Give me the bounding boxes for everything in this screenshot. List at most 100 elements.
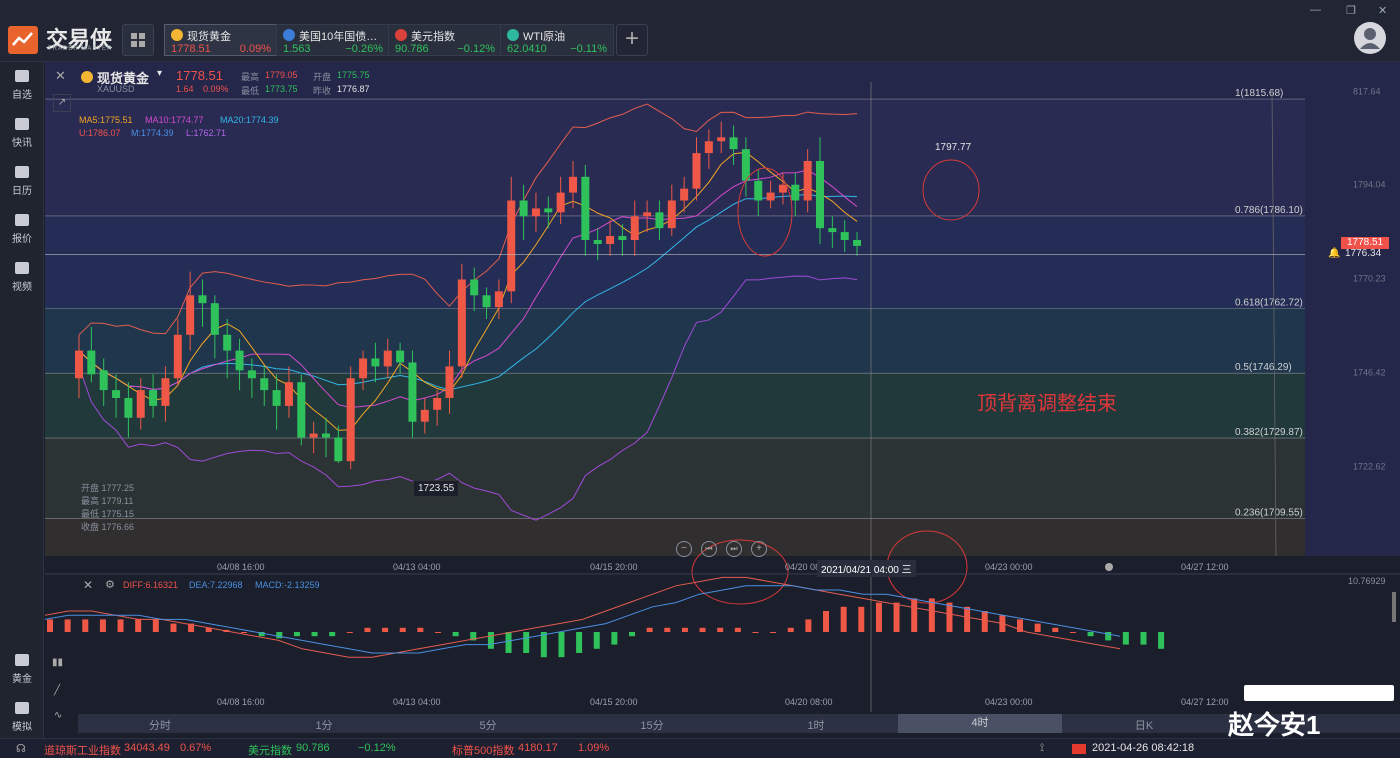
candle-body [778,184,787,193]
macd-bar [470,632,477,641]
boll-l-label: L:1762.71 [186,128,227,138]
macd-bar [893,602,900,632]
sidebar-item-3[interactable]: 报价 [0,214,44,245]
sidebar-item-0[interactable]: 自选 [0,70,44,101]
watermark-text: 赵今安1 [1228,710,1321,740]
diagonal-line [1271,89,1277,557]
ma20-line [78,193,858,391]
candle-body [507,200,516,292]
sidebar-bottom-item-0[interactable]: 黄金 [0,654,44,685]
draw-tool-icon[interactable]: ↗ [53,94,71,112]
macd-diff-label: DIFF:6.16321 [123,580,179,590]
high-label: 最高 [241,72,260,82]
zoom-out-button[interactable]: − [676,541,692,557]
headset-icon[interactable]: ☊ [16,743,26,755]
candle-body [173,334,182,379]
macd-value-label: MACD:-2.13259 [255,580,320,590]
ohlc-high: 最高 1779.11 [81,496,134,506]
ma10-line [78,169,858,408]
oil-barrel-icon [507,29,519,41]
fib-band [45,99,1305,216]
layout-grid-button[interactable] [122,24,154,56]
indicator-icon[interactable]: ▮▮ [52,657,64,668]
period-6[interactable]: 日K [1134,720,1154,732]
period-selector: 分时 1分 5分 15分 1时 4时 日K [78,714,1400,733]
add-tab-button[interactable]: + [616,24,648,56]
tab-1[interactable]: 美国10年国债… 1.563 −0.26% [276,24,390,56]
close-macd-icon[interactable]: ✕ [83,578,94,592]
fib-label: 0.618(1762.72) [1235,297,1303,308]
high-value: 1779.05 [265,70,298,80]
macd-dea-label: DEA:7.22968 [189,580,243,590]
ma10-label: MA10:1774.77 [145,115,204,125]
chart-canvas[interactable]: 1(1815.68) 0.786(1786.10) 0.618(1762.72) 0.… [45,62,1400,736]
wave-icon[interactable]: ∿ [54,710,63,721]
close-window-icon[interactable]: ✕ [1378,5,1388,17]
fib-label: 0.786(1786.10) [1235,205,1303,216]
macd-bar [258,632,265,637]
candle-body [840,232,849,240]
line-chart-icon [15,214,29,226]
macd-bar [875,602,882,632]
close-chart-icon[interactable]: ✕ [55,68,66,83]
sp-name[interactable]: 标普500指数 [452,745,515,757]
macd-scrollbar [1392,592,1396,622]
period-4[interactable]: 1时 [807,720,825,732]
period-3[interactable]: 15分 [640,720,664,732]
candle-body [445,366,454,398]
sidebar-item-4[interactable]: 视频 [0,262,44,293]
candle-body [223,334,232,351]
chevron-down-icon[interactable]: ▾ [157,68,163,79]
period-0[interactable]: 分时 [149,720,171,732]
app-logo-icon [8,26,38,54]
candle-body [494,291,503,308]
price-axis-label: 1722.62 [1353,462,1386,472]
candle-body [470,279,479,296]
candle-body [99,370,108,391]
candle-body [680,188,689,201]
bid-price-tag: 1776.34 [1345,248,1382,259]
sidebar-item-1[interactable]: 快讯 [0,118,44,149]
maximize-icon[interactable]: ❐ [1346,5,1356,17]
instrument-name[interactable]: 现货黄金 [97,71,150,86]
tab-0[interactable]: 现货黄金 1778.51 0.09% [164,24,278,56]
macd-bar [1140,632,1147,645]
price-axis-label: 817.64 [1353,86,1381,96]
candle-body [297,382,306,438]
usd-name[interactable]: 美元指数 [248,745,292,757]
tab-price: 62.0410 [507,43,547,55]
alert-bell-icon[interactable]: 🔔 [1328,248,1341,259]
scroll-right-button[interactable]: ⏭ [726,541,742,557]
macd-bar [505,632,512,653]
ma5-line [78,151,858,431]
pen-icon[interactable]: ╱ [54,685,61,696]
period-5[interactable]: 4时 [898,714,1062,733]
scroll-left-button[interactable]: ⏮ [701,541,717,557]
sidebar-item-2[interactable]: 日历 [0,166,44,197]
dow-name[interactable]: 道琼斯工业指数 [44,745,121,757]
period-1[interactable]: 1分 [315,720,333,732]
user-avatar[interactable] [1354,22,1386,54]
bar-chart-icon [283,29,295,41]
macd-bar [1052,627,1059,632]
macd-bar [523,632,530,653]
sidebar-label: 黄金 [12,674,32,685]
china-flag-icon [1072,744,1086,754]
zoom-in-button[interactable]: + [751,541,767,557]
gold-coin-icon [171,29,183,41]
gold-grid-icon [15,654,29,666]
candle-body [433,398,442,410]
tab-2[interactable]: 美元指数 90.786 −0.12% [388,24,502,56]
macd-bar [82,619,89,632]
sidebar-bottom-item-1[interactable]: 模拟 [0,702,44,733]
datetime: 2021-04-26 08:42:18 [1092,742,1195,754]
us-flag-icon [395,29,407,41]
last-price-tag: 1778.51 [1341,237,1390,249]
chart-area: 1(1815.68) 0.786(1786.10) 0.618(1762.72) 0.… [45,62,1400,736]
macd-settings-icon[interactable]: ⚙ [105,579,115,591]
fib-band [45,438,1305,519]
minimize-icon[interactable]: — [1310,4,1321,16]
period-2[interactable]: 5分 [479,720,497,732]
tab-3[interactable]: WTI原油 62.0410 −0.11% [500,24,614,56]
tab-name: 现货黄金 [187,31,231,43]
